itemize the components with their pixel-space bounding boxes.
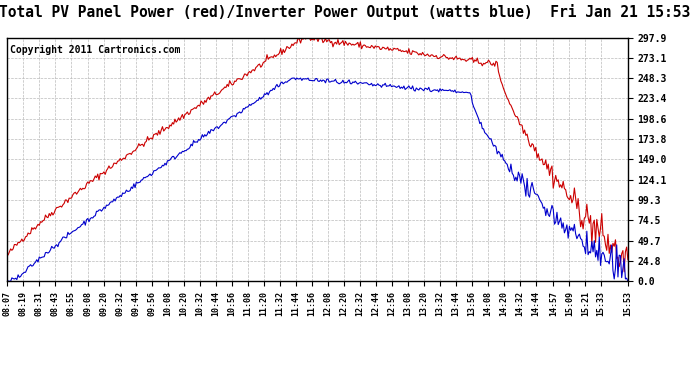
Text: Copyright 2011 Cartronics.com: Copyright 2011 Cartronics.com (10, 45, 180, 55)
Text: Total PV Panel Power (red)/Inverter Power Output (watts blue)  Fri Jan 21 15:53: Total PV Panel Power (red)/Inverter Powe… (0, 4, 690, 20)
